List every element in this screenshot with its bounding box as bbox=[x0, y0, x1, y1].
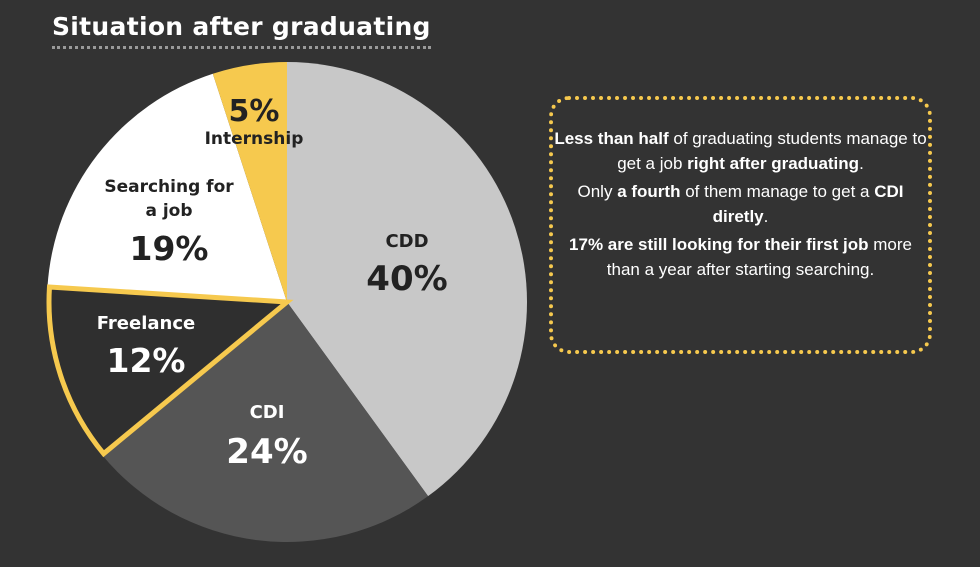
callout-paragraph-1: Less than half of graduating students ma… bbox=[553, 126, 928, 176]
pie-slice-searching-for-a-job bbox=[47, 73, 287, 303]
callout-p1-bold1: Less than half bbox=[554, 129, 669, 148]
slice-label-cdi: CDI bbox=[250, 402, 285, 423]
pie-slice-freelance bbox=[47, 286, 288, 455]
slice-value-searching-for-a-job: 19% bbox=[130, 229, 209, 268]
slice-label-searching-for-a-job-line-2: a job bbox=[145, 201, 192, 221]
slice-value-internship: 5% bbox=[229, 94, 280, 129]
callout-p2-text1: Only bbox=[577, 182, 618, 201]
callout-p1-text2: . bbox=[859, 154, 864, 173]
slice-value-cdi: 24% bbox=[226, 432, 307, 472]
freelance-highlight-outline bbox=[46, 284, 294, 458]
slice-label-internship: Internship bbox=[205, 129, 304, 149]
summary-callout: Less than half of graduating students ma… bbox=[549, 96, 932, 354]
slice-label-cdd: CDD bbox=[385, 231, 428, 252]
callout-p2-text3: . bbox=[763, 207, 769, 226]
callout-p2-bold1: a fourth bbox=[617, 182, 681, 201]
slice-label-freelance: Freelance bbox=[97, 313, 195, 334]
callout-p3-bold1: 17% are still looking for their first jo… bbox=[569, 235, 869, 254]
pie-slice-cdd bbox=[287, 62, 528, 497]
callout-p3-text1: more than a year after starting searchin… bbox=[606, 235, 912, 279]
slice-value-freelance: 12% bbox=[107, 341, 186, 380]
callout-p1-bold2: right after graduating bbox=[687, 154, 860, 173]
callout-p2-text2: of them manage to get a bbox=[680, 182, 875, 201]
callout-paragraph-2: Only a fourth of them manage to get a CD… bbox=[553, 179, 928, 229]
callout-paragraph-3: 17% are still looking for their first jo… bbox=[553, 232, 928, 282]
slice-value-cdd: 40% bbox=[366, 259, 447, 299]
pie-slice-internship bbox=[212, 62, 287, 302]
callout-p1-text1: of graduating students manage to get a j… bbox=[617, 129, 927, 173]
chart-title: Situation after graduating bbox=[52, 12, 431, 49]
callout-p2-bold2: CDI diretly bbox=[712, 182, 904, 226]
pie-slice-cdi bbox=[102, 302, 429, 543]
slice-label-searching-for-a-job-line-1: Searching for bbox=[104, 177, 234, 197]
